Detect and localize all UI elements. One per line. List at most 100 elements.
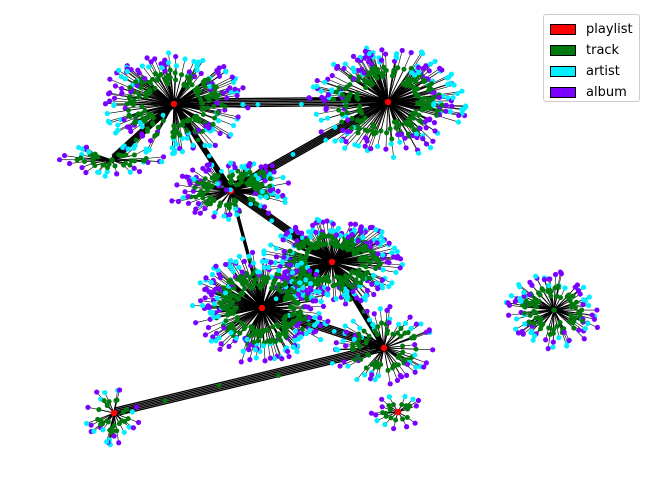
outer-node — [318, 88, 324, 94]
outer-node — [264, 258, 270, 264]
edge — [261, 299, 286, 309]
outer-node — [210, 334, 216, 340]
track-node — [384, 130, 390, 136]
track-node — [136, 91, 142, 97]
outer-node — [105, 118, 111, 124]
outer-node — [318, 129, 324, 135]
track-node — [250, 332, 256, 338]
outer-node — [300, 285, 306, 291]
track-node — [219, 303, 225, 309]
track-node — [250, 271, 256, 277]
edge — [385, 132, 387, 150]
track-node — [531, 320, 537, 326]
track-node — [200, 79, 206, 85]
track-node — [150, 115, 156, 121]
track-node — [356, 74, 362, 80]
outer-node — [407, 314, 413, 320]
outer-node — [282, 199, 288, 205]
outer-node — [185, 193, 191, 200]
track-node — [521, 310, 527, 316]
edge — [377, 130, 382, 147]
edge — [358, 101, 389, 129]
outer-node — [325, 92, 331, 98]
outer-node — [104, 169, 110, 175]
track-node — [296, 245, 302, 251]
track-node — [434, 108, 440, 114]
outer-node — [545, 346, 551, 352]
outer-node — [202, 295, 208, 301]
edge — [158, 76, 175, 105]
edge — [261, 302, 296, 309]
edge — [383, 335, 402, 349]
track-node — [355, 273, 361, 279]
outer-node — [562, 285, 568, 291]
outer-node — [337, 363, 343, 369]
track-node — [348, 125, 354, 131]
track-node — [256, 282, 262, 288]
outer-node — [234, 211, 240, 218]
track-node — [228, 293, 234, 299]
outer-node — [404, 361, 410, 367]
outer-node — [546, 283, 552, 289]
track-node — [548, 293, 554, 299]
track-node — [548, 288, 554, 294]
bridge-node — [160, 112, 166, 118]
outer-node — [589, 312, 595, 318]
outer-node — [131, 145, 137, 151]
track-node — [131, 120, 137, 126]
outer-node — [369, 372, 375, 378]
track-node — [526, 302, 532, 308]
track-node — [349, 284, 355, 290]
edge — [200, 300, 221, 304]
edge — [328, 235, 333, 263]
track-node — [429, 96, 435, 102]
outer-node — [307, 327, 313, 333]
outer-node — [345, 117, 351, 123]
track-node — [299, 240, 305, 246]
legend-swatch-artist — [550, 66, 576, 77]
edge — [403, 52, 412, 70]
outer-node — [313, 328, 319, 334]
outer-node — [416, 64, 422, 71]
outer-node — [208, 292, 215, 298]
outer-node — [226, 216, 232, 222]
outer-node — [404, 372, 410, 378]
outer-node — [305, 290, 311, 296]
outer-node — [391, 254, 397, 260]
legend-swatch-playlist — [550, 24, 576, 35]
outer-node — [173, 53, 179, 60]
edge — [113, 345, 385, 413]
outer-node — [374, 280, 380, 286]
track-node — [568, 312, 574, 318]
outer-node — [319, 94, 325, 100]
track-node — [100, 162, 106, 168]
track-node — [172, 70, 178, 76]
outer-node — [294, 238, 300, 244]
track-node — [573, 299, 579, 305]
outer-node — [85, 404, 91, 410]
outer-node — [591, 316, 598, 322]
outer-node — [245, 105, 251, 111]
track-node — [343, 277, 349, 283]
edge — [213, 76, 233, 87]
track-node — [439, 102, 445, 108]
outer-node — [268, 259, 274, 265]
edge — [371, 83, 389, 103]
track-node — [409, 123, 415, 129]
edge — [302, 328, 321, 340]
track-node — [375, 324, 381, 330]
outer-node — [403, 145, 409, 151]
track-node — [291, 319, 297, 325]
edge — [332, 75, 351, 85]
outer-node — [366, 51, 372, 57]
track-node — [349, 237, 355, 243]
edge — [173, 74, 182, 105]
track-node — [280, 331, 286, 337]
edge — [212, 123, 231, 135]
track-node — [212, 115, 218, 121]
outer-node — [182, 189, 188, 195]
hub-node — [551, 307, 557, 313]
outer-node — [402, 135, 408, 141]
edge — [345, 101, 389, 108]
